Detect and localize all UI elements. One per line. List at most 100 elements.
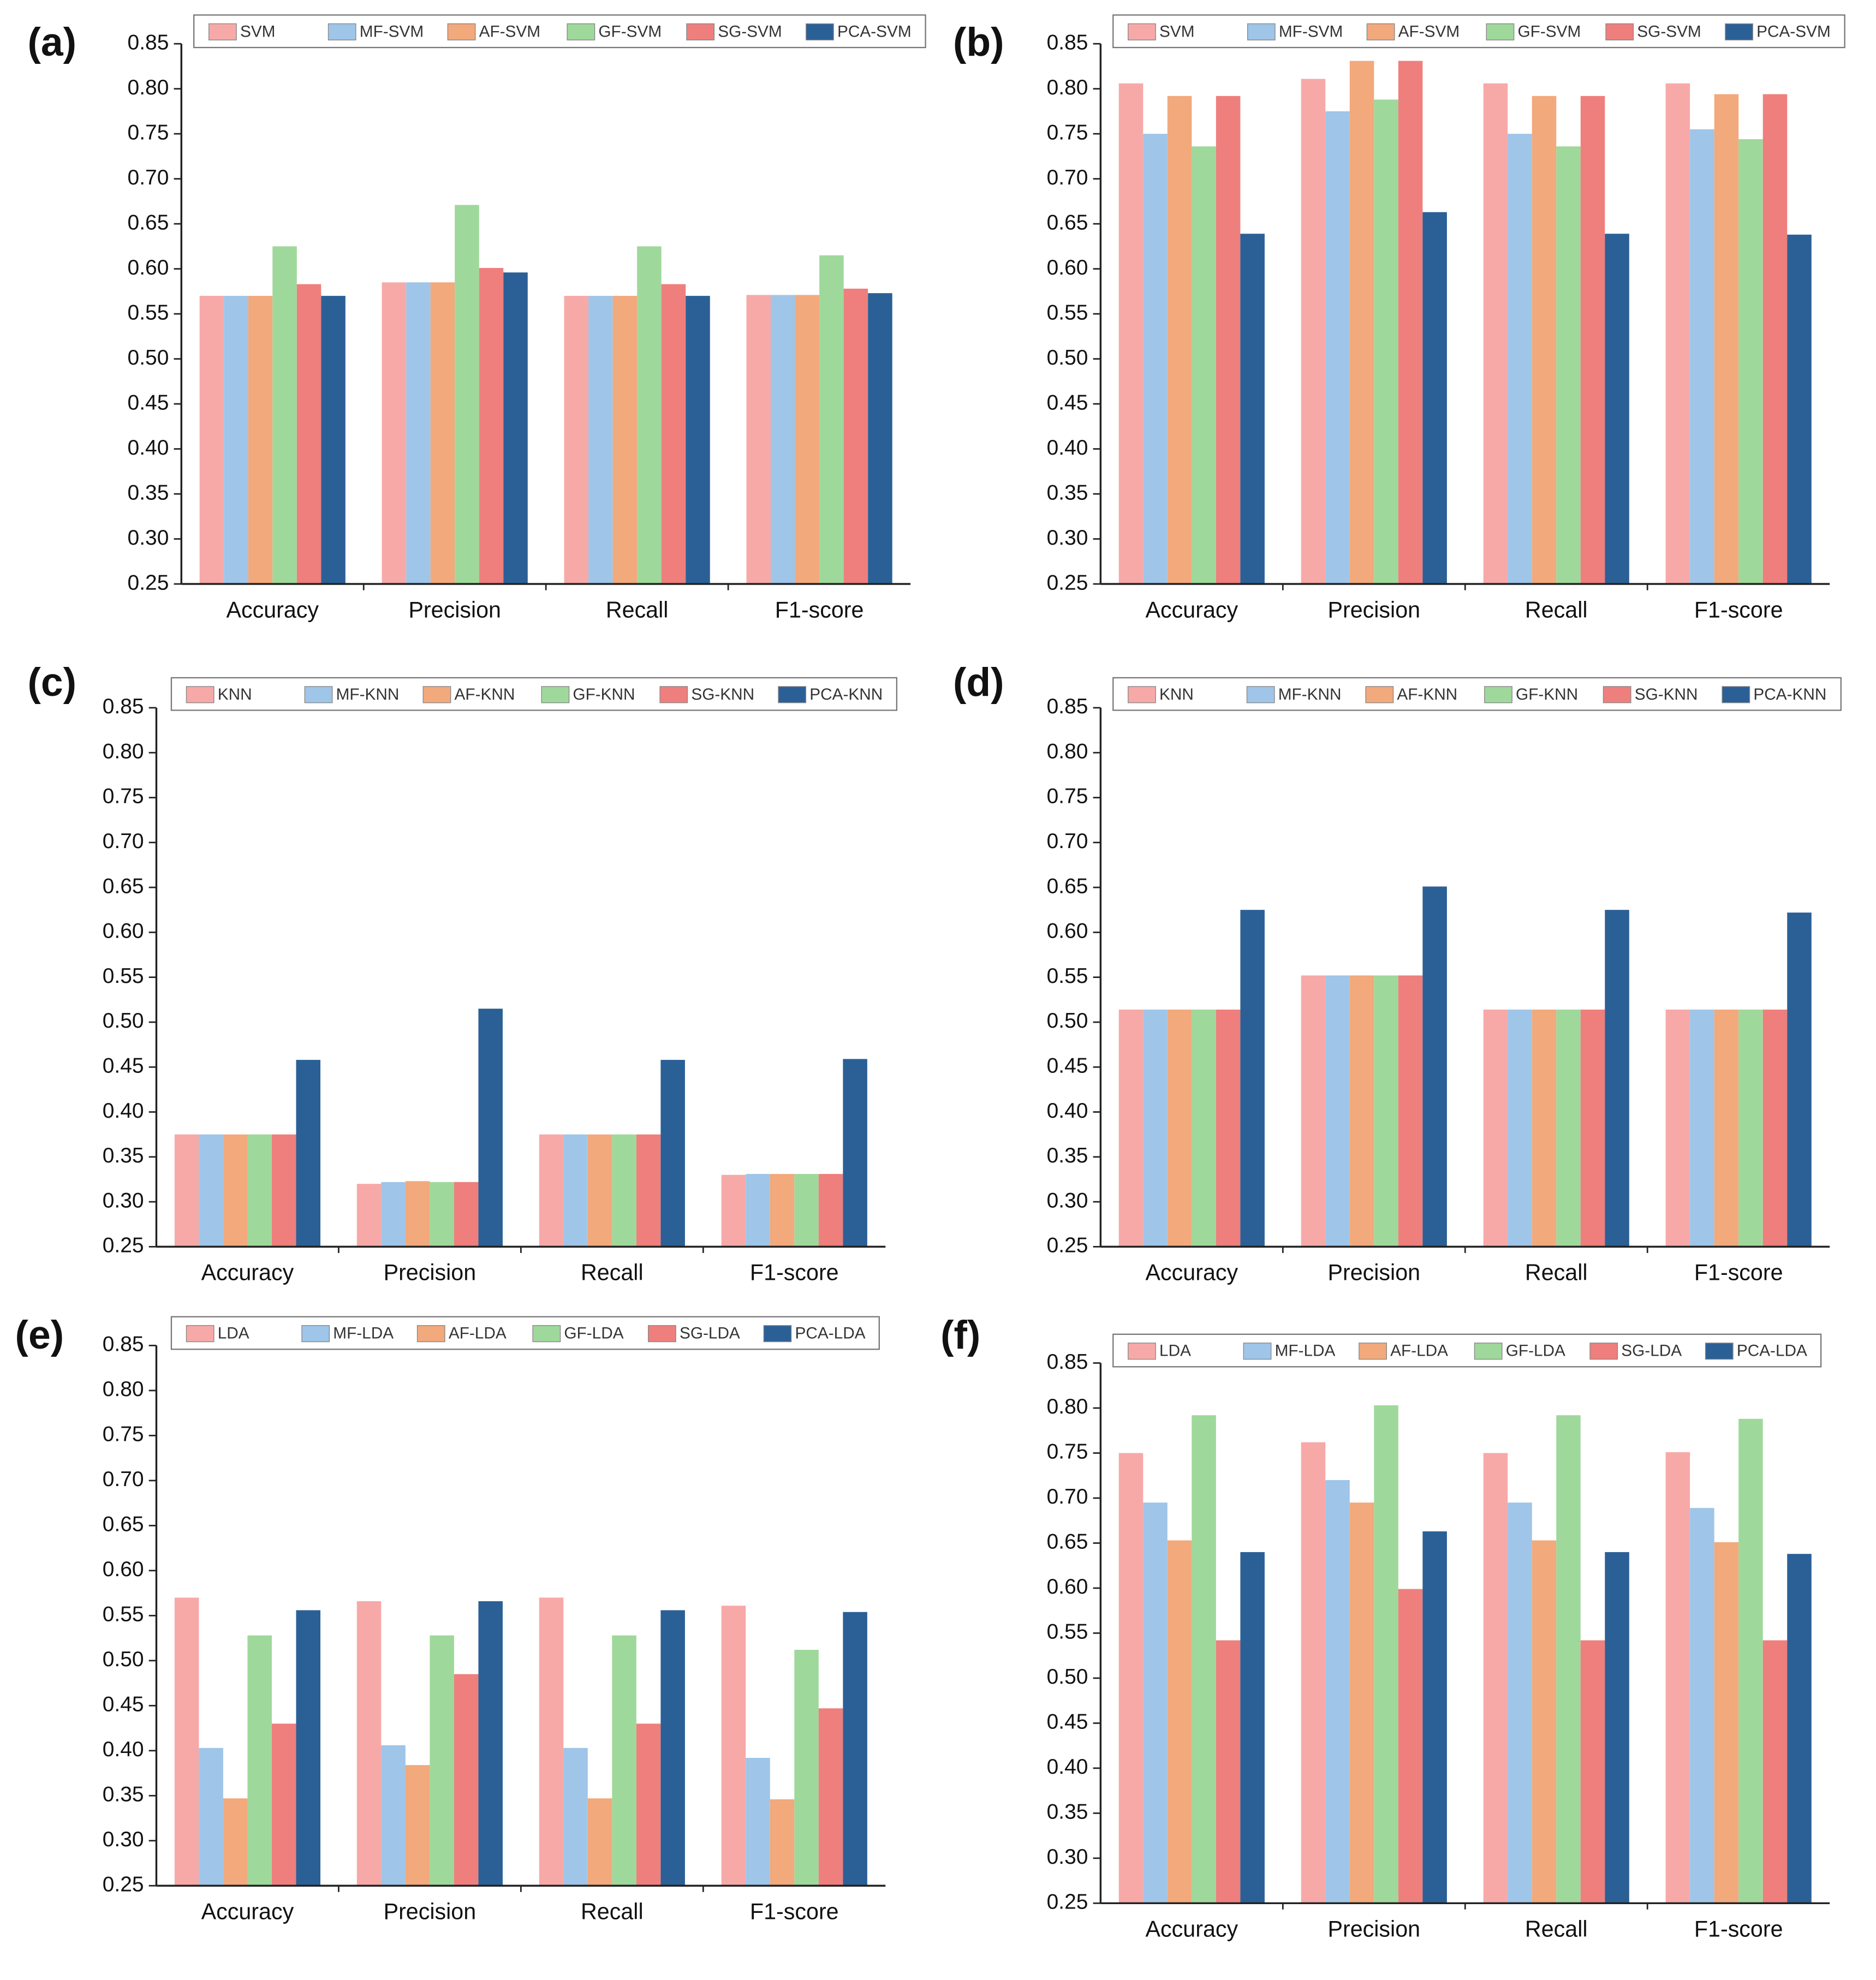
x-tick-label: Accuracy (1146, 597, 1238, 622)
bar (272, 246, 297, 585)
y-tick-label: 0.55 (1047, 964, 1088, 988)
panel-label: (f) (940, 1313, 980, 1357)
bar (356, 1184, 382, 1247)
bar (1580, 96, 1605, 585)
bar (199, 296, 224, 585)
bar (1374, 99, 1398, 585)
legend-swatch (1247, 23, 1276, 41)
bar (405, 1181, 430, 1247)
y-tick-label: 0.85 (103, 695, 144, 718)
y-tick-label: 0.60 (103, 1558, 144, 1581)
y-tick-label: 0.70 (1047, 830, 1088, 853)
bar (636, 1134, 661, 1247)
bar (1143, 1009, 1168, 1247)
y-tick-label: 0.65 (103, 874, 144, 898)
y-tick-label: 0.85 (1047, 695, 1088, 718)
bar (454, 1674, 479, 1886)
bar (356, 1601, 382, 1886)
bar (199, 1134, 223, 1247)
x-tick-label: Accuracy (226, 597, 319, 622)
bar (223, 1134, 248, 1247)
bar (1556, 1009, 1581, 1247)
bar (1143, 134, 1168, 585)
bar (1762, 1640, 1788, 1904)
legend-label: PCA-SVM (837, 22, 912, 40)
bar (1374, 975, 1398, 1247)
y-tick-label: 0.75 (1047, 1440, 1088, 1464)
bar (296, 1060, 321, 1247)
x-tick-label: F1-score (750, 1260, 839, 1285)
y-tick-label: 0.70 (1047, 166, 1088, 189)
legend-label: SG-LDA (1621, 1342, 1682, 1360)
legend-swatch (1484, 686, 1512, 703)
panel-label: (c) (27, 660, 76, 705)
y-tick-label: 0.75 (103, 785, 144, 808)
y-tick-label: 0.80 (103, 1377, 144, 1401)
legend-label: PCA-LDA (1737, 1342, 1807, 1360)
y-tick-label: 0.80 (1047, 1395, 1088, 1418)
legend-swatch (447, 23, 476, 41)
legend-label: PCA-LDA (795, 1325, 866, 1343)
legend-swatch (327, 23, 356, 41)
bar (818, 1708, 843, 1886)
panel: (d) 0.25 0.30 0.35 0.40 0.45 0.50 0.55 0.60 0.65 0… (953, 660, 1842, 1285)
bar (660, 1610, 685, 1886)
x-tick-label: F1-score (1694, 1917, 1783, 1942)
bar (1483, 1453, 1508, 1904)
bar (795, 295, 820, 585)
bar (1580, 1009, 1605, 1247)
bar (174, 1134, 199, 1247)
bar (406, 282, 431, 585)
bar (1374, 1405, 1398, 1904)
bar (1556, 146, 1581, 585)
y-tick-label: 0.65 (1047, 874, 1088, 898)
y-tick-label: 0.35 (1047, 1800, 1088, 1824)
y-tick-label: 0.60 (128, 256, 169, 279)
y-tick-label: 0.25 (103, 1234, 144, 1257)
y-tick-label: 0.65 (1047, 1530, 1088, 1554)
y-tick-label: 0.55 (1047, 301, 1088, 324)
legend-swatch (1128, 23, 1156, 41)
bar (588, 296, 613, 585)
legend-box (1112, 677, 1842, 711)
bar (1422, 1531, 1447, 1904)
legend-label: SVM (240, 22, 276, 40)
legend-swatch (422, 686, 451, 703)
bar (1118, 1453, 1144, 1904)
y-tick-label: 0.45 (103, 1054, 144, 1077)
bar (430, 282, 455, 585)
legend-label: SG-SVM (1637, 22, 1701, 40)
legend-label: GF-SVM (1518, 22, 1581, 40)
y-tick-label: 0.60 (103, 920, 144, 943)
bar (1508, 134, 1532, 585)
legend-label: KNN (218, 685, 252, 703)
bar (587, 1798, 612, 1886)
x-tick-label: F1-score (750, 1899, 839, 1924)
bar (247, 1134, 272, 1247)
bar (248, 296, 273, 585)
legend-box (1112, 14, 1845, 49)
bar (478, 1601, 503, 1886)
bar (746, 1174, 770, 1247)
y-tick-label: 0.30 (128, 526, 169, 550)
y-tick-label: 0.30 (103, 1828, 144, 1851)
bar (199, 1748, 223, 1886)
y-tick-label: 0.40 (1047, 1099, 1088, 1123)
bar (1118, 1009, 1144, 1247)
legend-swatch (186, 686, 215, 703)
legend-swatch (1366, 23, 1395, 41)
legend-swatch (806, 23, 834, 41)
bar (1738, 1009, 1763, 1247)
bar (271, 1723, 296, 1886)
bar (1216, 96, 1241, 585)
y-tick-label: 0.60 (1047, 1575, 1088, 1599)
x-tick-label: Accuracy (201, 1899, 294, 1924)
x-tick-label: Precision (1327, 597, 1420, 622)
legend-label: GF-LDA (1506, 1342, 1565, 1360)
bar (321, 296, 346, 585)
legend-label: MF-LDA (333, 1325, 394, 1343)
y-tick-label: 0.70 (1047, 1485, 1088, 1508)
bar (563, 1134, 588, 1247)
bar (1167, 1009, 1192, 1247)
